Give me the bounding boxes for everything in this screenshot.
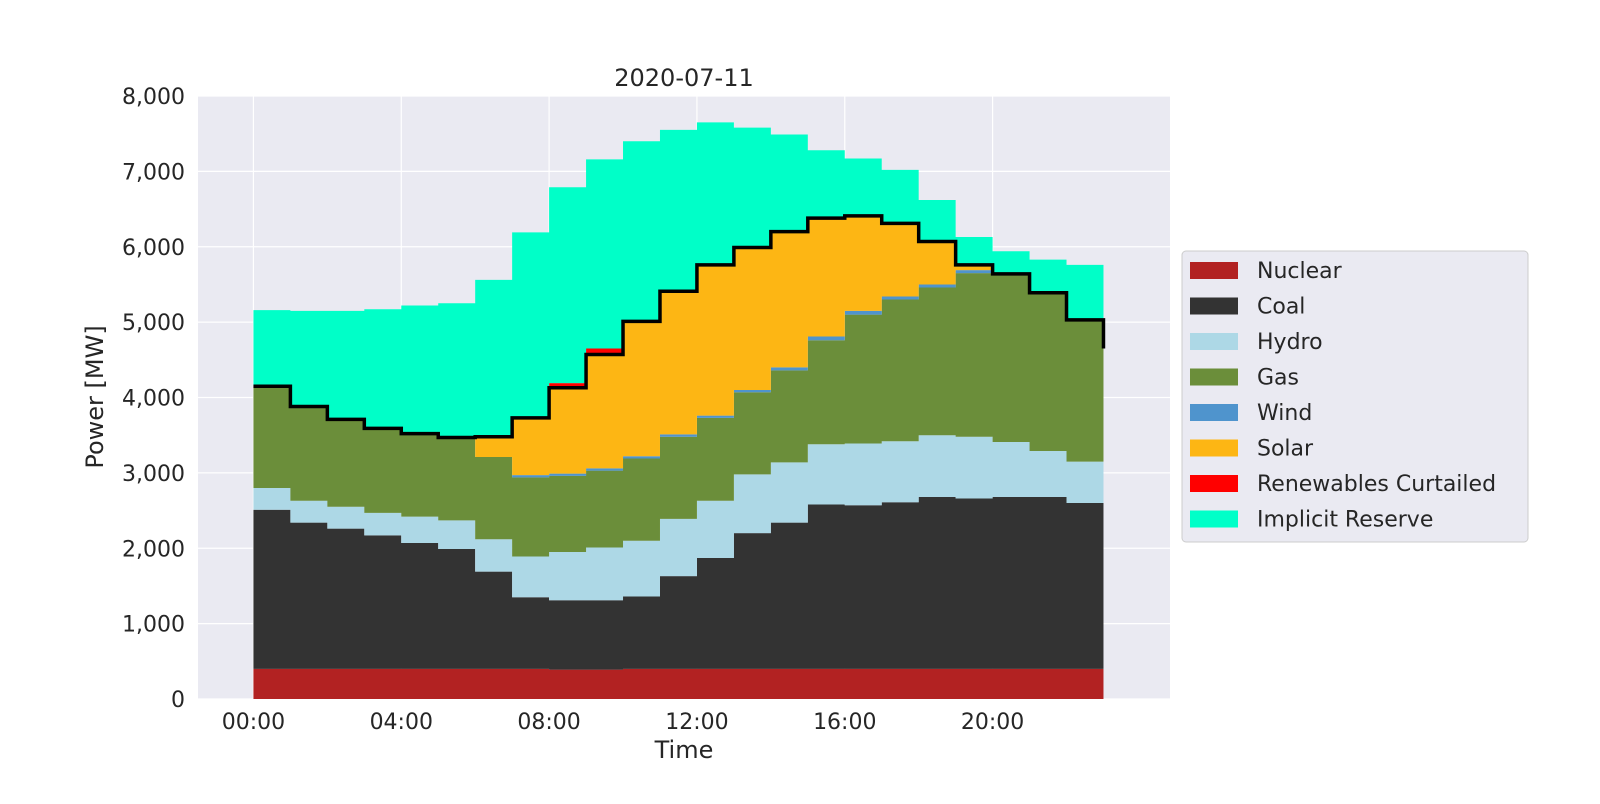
axes: 0 1,000 2,000 3,000 4,000 5,000 6,000 7,000 8,00…	[122, 85, 1024, 735]
demand-line-layer	[253, 214, 1106, 440]
area-gas	[253, 273, 1104, 557]
area-implicit-reserve	[253, 122, 1104, 438]
legend-swatch-coal	[1190, 297, 1238, 315]
legend-label-solar: Solar	[1257, 437, 1314, 462]
area-nuclear	[253, 668, 1104, 699]
legend-swatch-gas	[1190, 368, 1238, 386]
y-tick-label: 7,000	[122, 160, 185, 185]
x-tick-label: 16:00	[813, 710, 876, 735]
y-axis-label: Power [MW]	[81, 325, 109, 468]
x-axis-label: Time	[654, 736, 714, 764]
legend-swatch-implicit-reserve	[1190, 510, 1238, 528]
legend-swatch-hydro	[1190, 333, 1238, 350]
y-tick-label: 2,000	[122, 537, 185, 562]
legend-label-implicit-reserve: Implicit Reserve	[1257, 508, 1433, 533]
legend-swatch-nuclear	[1190, 262, 1238, 279]
y-tick-label: 8,000	[122, 85, 185, 110]
y-tick-label: 6,000	[122, 236, 185, 261]
y-tick-label: 3,000	[122, 462, 185, 487]
y-tick-label: 1,000	[122, 613, 185, 638]
x-tick-label: 20:00	[961, 710, 1024, 735]
legend-label-renewables-curtailed: Renewables Curtailed	[1257, 472, 1496, 497]
legend-label-wind: Wind	[1257, 401, 1312, 426]
area-coal	[253, 496, 1104, 670]
legend-swatch-renewables-curtailed	[1190, 475, 1238, 492]
x-tick-label: 00:00	[222, 710, 285, 735]
y-tick-label: 5,000	[122, 311, 185, 336]
chart-title: 2020-07-11	[614, 64, 753, 92]
area-wind	[253, 270, 1104, 478]
legend-label-coal: Coal	[1257, 295, 1305, 320]
area-hydro	[253, 435, 1104, 601]
demand-step-line	[253, 214, 1106, 440]
legend: Nuclear Coal Hydro Gas Wind Solar Renewables C…	[1181, 250, 1529, 543]
x-tick-label: 12:00	[665, 710, 728, 735]
area-solar	[253, 215, 1104, 476]
y-tick-label: 0	[171, 688, 185, 713]
legend-frame	[1181, 250, 1529, 543]
legend-swatch-wind	[1190, 404, 1238, 421]
legend-label-gas: Gas	[1257, 366, 1299, 391]
x-tick-label: 04:00	[370, 710, 433, 735]
legend-swatch-solar	[1190, 439, 1238, 457]
x-tick-label: 08:00	[517, 710, 580, 735]
series-areas	[253, 122, 1104, 699]
y-tick-label: 4,000	[122, 387, 185, 412]
legend-label-hydro: Hydro	[1257, 330, 1323, 355]
legend-label-nuclear: Nuclear	[1257, 259, 1343, 284]
